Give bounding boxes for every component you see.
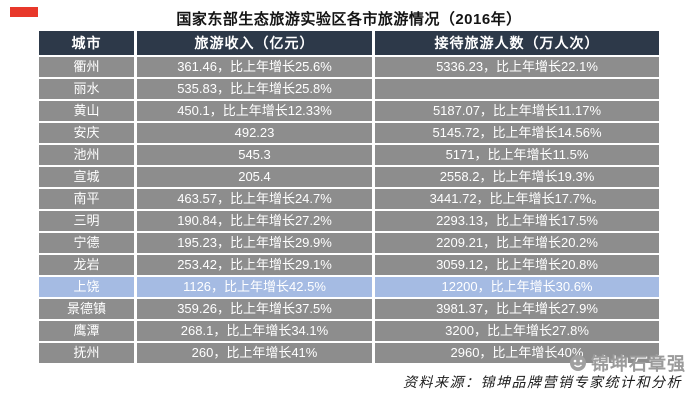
cell-city: 安庆 (39, 123, 134, 143)
cell-revenue: 1126，比上年增长42.5% (137, 277, 372, 297)
cell-revenue: 463.57，比上年增长24.7% (137, 189, 372, 209)
watermark-text: 锦坤石章强 (591, 354, 686, 374)
table-row: 宁德 195.23，比上年增长29.9% 2209.21，比上年增长20.2% (39, 233, 659, 253)
cell-visitors: 3059.12，比上年增长20.8% (375, 255, 659, 275)
cell-visitors: 2558.2，比上年增长19.3% (375, 167, 659, 187)
col-header-revenue: 旅游收入（亿元） (137, 31, 372, 55)
cell-visitors: 5336.23，比上年增长22.1% (375, 57, 659, 77)
cell-city: 鹰潭 (39, 321, 134, 341)
cell-city: 丽水 (39, 79, 134, 99)
col-header-visitors: 接待旅游人数（万人次） (375, 31, 659, 55)
cell-city: 宁德 (39, 233, 134, 253)
cell-visitors: 5171，比上年增长11.5% (375, 145, 659, 165)
tourism-table: 城市 旅游收入（亿元） 接待旅游人数（万人次） 衢州 361.46，比上年增长2… (36, 29, 662, 365)
table-body: 衢州 361.46，比上年增长25.6% 5336.23，比上年增长22.1% … (39, 57, 659, 363)
page-title: 国家东部生态旅游实验区各市旅游情况（2016年） (176, 11, 522, 28)
cell-visitors: 3981.37，比上年增长27.9% (375, 299, 659, 319)
watermark: 锦坤石章强 (569, 350, 686, 376)
cell-visitors: 12200，比上年增长30.6% (375, 277, 659, 297)
table-row: 池州 545.3 5171，比上年增长11.5% (39, 145, 659, 165)
table-row: 上饶 1126，比上年增长42.5% 12200，比上年增长30.6% (39, 277, 659, 297)
cell-revenue: 253.42，比上年增长29.1% (137, 255, 372, 275)
source-note: 资料来源：锦坤品牌营销专家统计和分析 (403, 375, 682, 391)
cell-visitors: 2209.21，比上年增长20.2% (375, 233, 659, 253)
cell-revenue: 195.23，比上年增长29.9% (137, 233, 372, 253)
cell-revenue: 268.1，比上年增长34.1% (137, 321, 372, 341)
red-marker (10, 7, 38, 17)
cell-revenue: 535.83，比上年增长25.8% (137, 79, 372, 99)
table-row: 宣城 205.4 2558.2，比上年增长19.3% (39, 167, 659, 187)
cell-revenue: 545.3 (137, 145, 372, 165)
table-row: 丽水 535.83，比上年增长25.8% (39, 79, 659, 99)
table-row: 黄山 450.1，比上年增长12.33% 5187.07，比上年增长11.17% (39, 101, 659, 121)
cell-city: 上饶 (39, 277, 134, 297)
cell-visitors: 5187.07，比上年增长11.17% (375, 101, 659, 121)
cell-city: 池州 (39, 145, 134, 165)
header-row: 城市 旅游收入（亿元） 接待旅游人数（万人次） (39, 31, 659, 55)
cell-visitors: 3441.72，比上年增长17.7%。 (375, 189, 659, 209)
table-row: 安庆 492.23 5145.72，比上年增长14.56% (39, 123, 659, 143)
cell-revenue: 205.4 (137, 167, 372, 187)
table-row: 抚州 260，比上年增长41% 2960，比上年增长40% (39, 343, 659, 363)
cell-revenue: 190.84，比上年增长27.2% (137, 211, 372, 231)
cell-revenue: 492.23 (137, 123, 372, 143)
cell-visitors (375, 79, 659, 99)
cell-visitors: 3200，比上年增长27.8% (375, 321, 659, 341)
cell-city: 宣城 (39, 167, 134, 187)
cell-revenue: 361.46，比上年增长25.6% (137, 57, 372, 77)
cell-visitors: 5145.72，比上年增长14.56% (375, 123, 659, 143)
cell-city: 龙岩 (39, 255, 134, 275)
cell-revenue: 450.1，比上年增长12.33% (137, 101, 372, 121)
cell-city: 三明 (39, 211, 134, 231)
cell-city: 景德镇 (39, 299, 134, 319)
cell-revenue: 260，比上年增长41% (137, 343, 372, 363)
table-row: 衢州 361.46，比上年增长25.6% 5336.23，比上年增长22.1% (39, 57, 659, 77)
table-header: 城市 旅游收入（亿元） 接待旅游人数（万人次） (39, 31, 659, 55)
table-row: 南平 463.57，比上年增长24.7% 3441.72，比上年增长17.7%。 (39, 189, 659, 209)
cell-visitors: 2293.13，比上年增长17.5% (375, 211, 659, 231)
cell-city: 南平 (39, 189, 134, 209)
mascot-face-icon (570, 355, 586, 371)
cell-city: 黄山 (39, 101, 134, 121)
table-row: 龙岩 253.42，比上年增长29.1% 3059.12，比上年增长20.8% (39, 255, 659, 275)
table-row: 景德镇 359.26，比上年增长37.5% 3981.37，比上年增长27.9% (39, 299, 659, 319)
table-row: 鹰潭 268.1，比上年增长34.1% 3200，比上年增长27.8% (39, 321, 659, 341)
table-row: 三明 190.84，比上年增长27.2% 2293.13，比上年增长17.5% (39, 211, 659, 231)
cell-city: 抚州 (39, 343, 134, 363)
cell-city: 衢州 (39, 57, 134, 77)
col-header-city: 城市 (39, 31, 134, 55)
cell-revenue: 359.26，比上年增长37.5% (137, 299, 372, 319)
cell-visitors: 2960，比上年增长40% (375, 343, 659, 363)
